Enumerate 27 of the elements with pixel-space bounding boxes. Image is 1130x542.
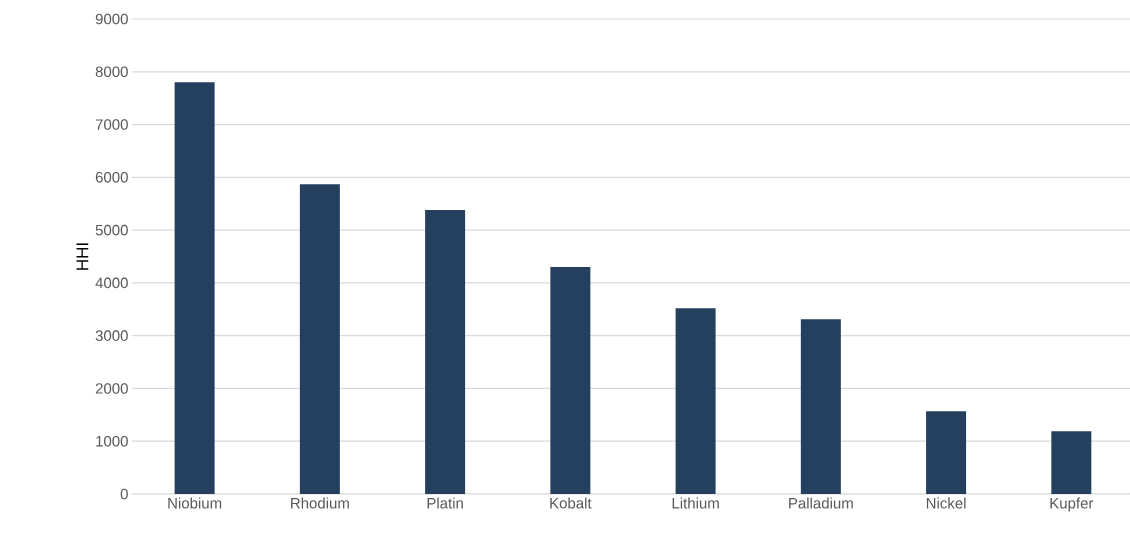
- x-tick-label: Platin: [427, 497, 463, 509]
- x-tick-label: Kobalt: [550, 497, 592, 509]
- bar: [675, 308, 716, 494]
- y-tick-label: 1000: [96, 435, 128, 447]
- bar: [299, 184, 340, 494]
- x-tick-label: Lithium: [672, 497, 719, 509]
- bar: [174, 82, 215, 494]
- y-tick-label: 3000: [95, 330, 128, 341]
- y-tick-label: 0: [120, 488, 128, 500]
- y-tick-label: 4000: [95, 277, 128, 289]
- x-tick-label: Kupfer: [1050, 497, 1094, 512]
- y-tick-label: 9000: [95, 13, 128, 25]
- y-tick-label: 5000: [95, 224, 128, 236]
- x-tick-label: Niobium: [168, 497, 222, 509]
- bar: [550, 267, 591, 494]
- bar: [800, 319, 841, 494]
- bar: [926, 411, 967, 494]
- y-axis-title: HHI: [76, 243, 89, 270]
- x-tick-label: Palladium: [789, 497, 853, 509]
- y-tick-label: 7000: [95, 119, 128, 130]
- bar: [1051, 431, 1092, 494]
- y-tick-label: 2000: [95, 383, 128, 394]
- bar: [425, 210, 466, 494]
- y-tick-label: 8000: [95, 66, 128, 78]
- x-tick-label: Nickel: [926, 497, 966, 509]
- x-tick-label: Rhodium: [291, 497, 349, 509]
- y-tick-label: 6000: [95, 172, 128, 183]
